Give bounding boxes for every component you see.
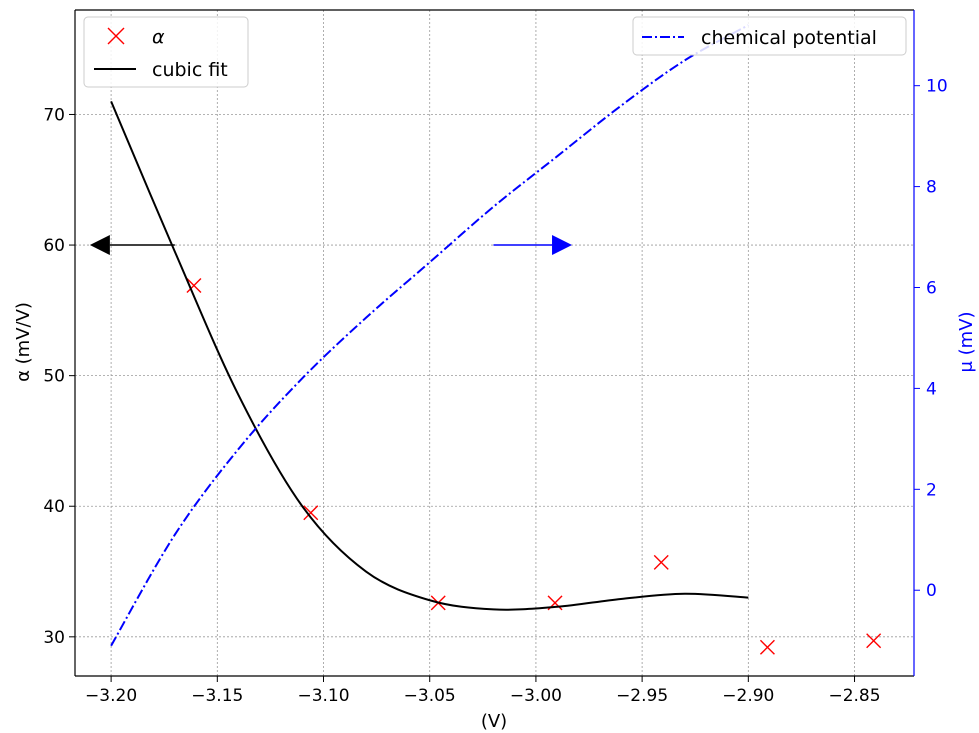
- alpha-point-4: [653, 554, 669, 570]
- grid: [75, 10, 914, 676]
- x-tick-label-6: −2.90: [722, 686, 774, 706]
- legend-right: chemical potential: [632, 16, 907, 56]
- legend-label-chemical-potential: chemical potential: [701, 27, 877, 49]
- chemical-potential-line: [110, 24, 749, 647]
- y-left-tick-label-1: 40: [43, 497, 65, 517]
- alpha-point-1: [303, 505, 319, 521]
- y-right-tick-label-1: 2: [926, 480, 937, 500]
- legend-label-alpha: α: [152, 26, 165, 48]
- legend-right-box: [632, 16, 907, 56]
- plot-area: [89, 24, 882, 655]
- y-right-tick-label-0: 0: [926, 581, 937, 601]
- x-tick-label-7: −2.85: [828, 686, 880, 706]
- x-tick-label-4: −3.00: [510, 686, 562, 706]
- alpha-point-5-stroke-b: [759, 639, 775, 655]
- alpha-point-4-stroke-b: [653, 554, 669, 570]
- alpha-point-6-stroke-b: [866, 633, 882, 649]
- x-axis-title: (V): [481, 711, 507, 732]
- arrow-left-head: [89, 235, 110, 256]
- legend-label-cubic-fit: cubic fit: [152, 59, 228, 81]
- x-tick-label-5: −2.95: [616, 686, 668, 706]
- y-right-tick-label-5: 10: [926, 77, 948, 97]
- alpha-point-6: [866, 633, 882, 649]
- alpha-point-5: [759, 639, 775, 655]
- y-left-tick-label-4: 70: [43, 105, 65, 125]
- y-right-tick-label-4: 8: [926, 178, 937, 198]
- y-left-tick-label-2: 50: [43, 367, 65, 387]
- alpha-point-0-stroke-b: [186, 278, 202, 294]
- tick-marks: [69, 85, 920, 682]
- x-tick-label-0: −3.20: [85, 686, 137, 706]
- tick-labels: −3.20 −3.15 −3.10 −3.05 −3.00 −2.95 −2.90 −2.85…: [43, 77, 947, 706]
- y-left-tick-label-0: 30: [43, 628, 65, 648]
- y-right-tick-label-2: 4: [926, 379, 937, 399]
- y-right-tick-label-3: 6: [926, 279, 937, 299]
- alpha-point-1-stroke-b: [303, 505, 319, 521]
- y-left-tick-label-3: 60: [43, 236, 65, 256]
- y-axis-left-title: α (mV/V): [13, 302, 34, 382]
- alpha-point-0: [186, 278, 202, 294]
- x-tick-label-2: −3.10: [297, 686, 349, 706]
- legend-marker-alpha: [107, 27, 125, 45]
- x-tick-label-1: −3.15: [191, 686, 243, 706]
- cubic-fit-line: [110, 101, 749, 611]
- x-tick-label-3: −3.05: [404, 686, 456, 706]
- legend-left: α cubic fit: [83, 16, 249, 88]
- axes-frame: [74, 9, 915, 677]
- arrow-right-head: [552, 235, 573, 256]
- y-axis-right-title: μ (mV): [956, 311, 977, 372]
